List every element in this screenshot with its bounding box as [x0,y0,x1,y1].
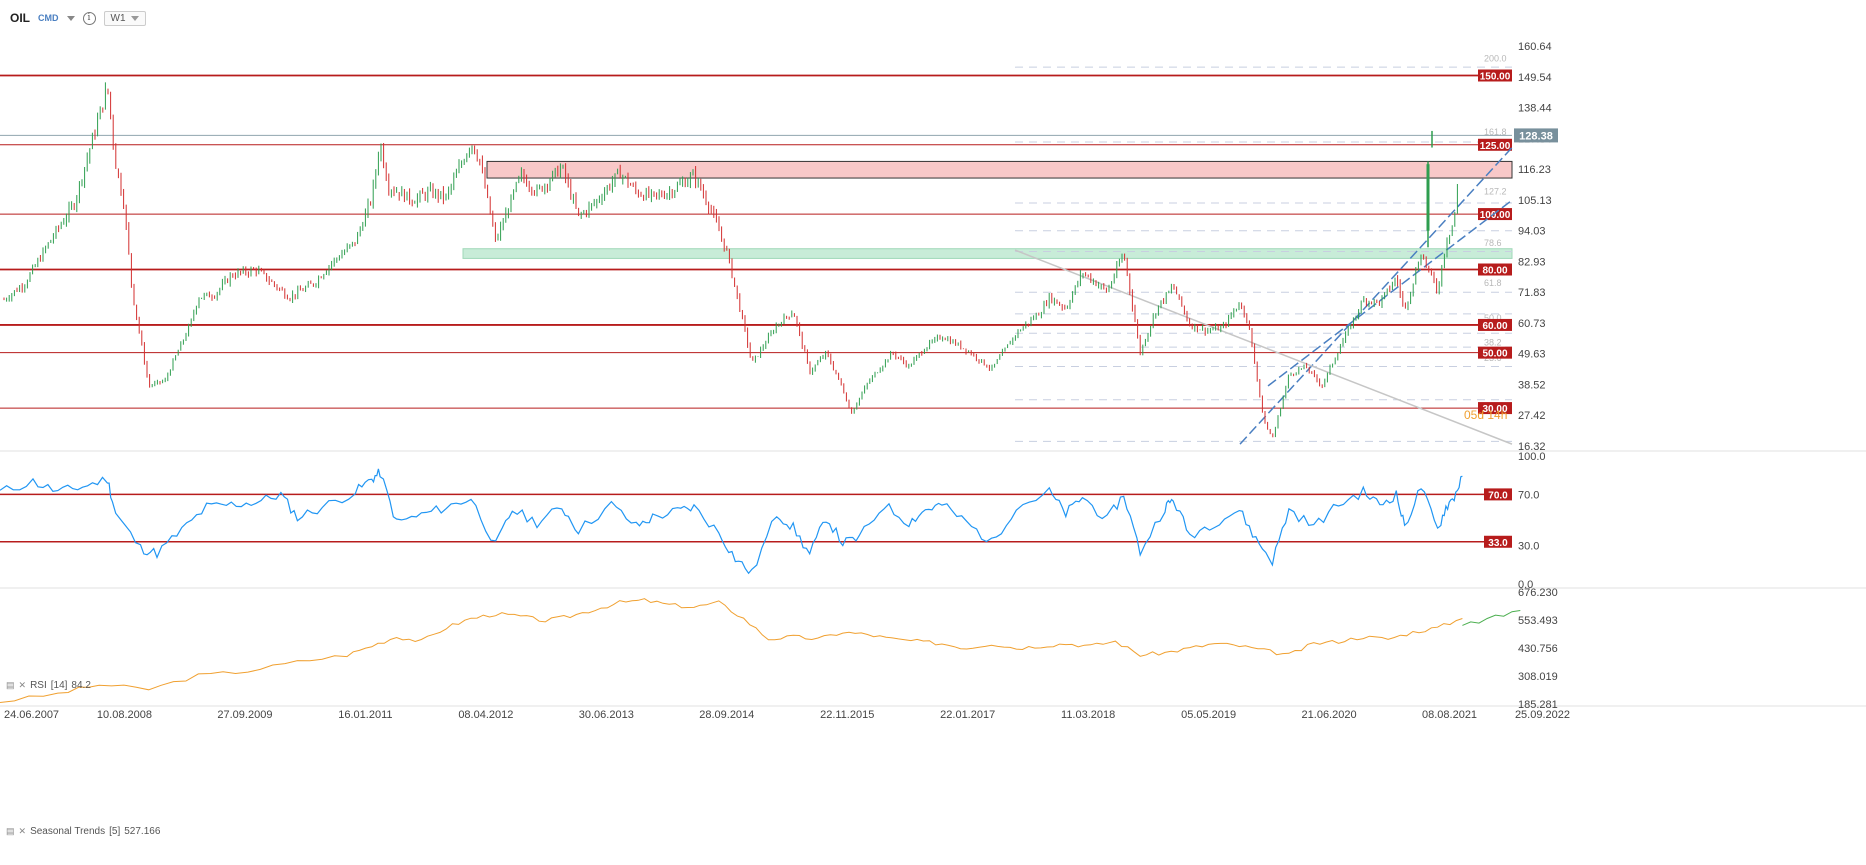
x-axis-tick: 10.08.2008 [97,709,152,721]
price-axis-tick: 71.83 [1518,287,1546,299]
chart-toolbar: OIL CMD i W1 [10,8,146,28]
fib-level-label: 161.8 [1484,127,1507,137]
channel-upper-line [1239,147,1513,445]
seasonal-legend-name: Seasonal Trends [30,826,106,837]
price-level-label: 100.00 [1480,210,1511,221]
x-axis-tick: 22.01.2017 [940,709,995,721]
price-axis-tick: 16.32 [1518,441,1546,453]
last-price-tag [1514,128,1558,143]
fib-level-label: 61.8 [1484,278,1502,288]
price-axis-tick: 49.63 [1518,349,1546,361]
indicator-close-icon[interactable]: ✕ [18,680,27,690]
support-zone [462,248,1513,259]
x-axis-tick: 11.03.2018 [1061,709,1115,721]
x-axis-tick: 05.05.2019 [1181,709,1236,721]
seasonal-trend-line [0,598,1463,703]
rsi-axis-tick: 0.0 [1518,579,1533,591]
price-level-label: 150.00 [1480,71,1511,82]
rsi-level-tag [1484,535,1512,548]
price-axis-tick: 27.42 [1518,410,1546,422]
timeframe-label: W1 [110,12,126,24]
price-axis-tick: 138.44 [1518,103,1552,115]
price-level-tag [1478,138,1512,151]
price-level-label: 80.00 [1482,266,1507,277]
x-axis-tick: 30.06.2013 [579,709,634,721]
fib-level-label: 50.0 [1484,313,1502,323]
x-axis-tick: 28.09.2014 [699,709,754,721]
price-level-label: 50.00 [1482,349,1507,360]
seasonal-axis-tick: 185.281 [1518,699,1558,711]
timeframe-select[interactable]: W1 [103,10,146,26]
indicator-close-icon[interactable]: ✕ [18,826,27,836]
price-level-label: 125.00 [1480,141,1511,152]
price-level-tag [1478,318,1512,331]
x-axis-tick: 16.01.2011 [338,709,392,721]
symbol-label[interactable]: OIL [10,11,30,25]
seasonal-axis-tick: 430.756 [1518,643,1558,655]
price-axis-tick: 160.64 [1518,41,1552,53]
last-price-label: 128.38 [1519,130,1553,142]
rsi-axis-tick: 100.0 [1518,451,1546,463]
rsi-line [0,468,1463,575]
seasonal-forecast-line [1462,610,1521,626]
seasonal-legend-params: [5] [109,826,121,837]
price-axis-tick: 94.03 [1518,226,1546,238]
price-axis-tick: 149.54 [1518,72,1552,84]
chevron-down-icon [130,15,139,21]
price-level-tag [1478,346,1512,359]
x-axis-tick: 25.09.2022 [1515,709,1570,721]
price-level-tag [1478,263,1512,276]
price-axis-tick: 38.52 [1518,379,1546,391]
x-axis-tick: 22.11.2015 [820,709,874,721]
rsi-level-label: 70.0 [1488,490,1508,501]
rsi-axis-tick: 30.0 [1518,541,1539,553]
price-level-label: 30.00 [1482,404,1507,415]
symbol-dropdown-icon[interactable] [66,15,75,21]
seasonal-axis-tick: 676.230 [1518,587,1558,599]
rsi-legend-name: RSI [30,680,47,691]
x-axis-tick: 21.06.2020 [1302,709,1357,721]
indicator-settings-icon[interactable]: ▤ [6,680,15,690]
indicator-settings-icon[interactable]: ▤ [6,826,15,836]
seasonal-legend: ▤ ✕ Seasonal Trends [5] 527.166 [6,826,160,837]
seasonal-axis-tick: 553.493 [1518,615,1558,627]
price-axis-tick: 82.93 [1518,256,1546,268]
fib-level-label: 127.2 [1484,187,1507,197]
x-axis-tick: 27.09.2009 [217,709,272,721]
bar-countdown: 05d 14h [1464,408,1507,422]
resistance-zone [486,160,1513,179]
rsi-level-tag [1484,488,1512,501]
instrument-class-label: CMD [38,13,59,23]
seasonal-legend-value: 527.166 [124,826,161,837]
fib-level-label: 200.0 [1484,54,1507,64]
channel-lower-line [1267,199,1513,387]
price-axis-tick: 105.13 [1518,195,1552,207]
rsi-level-label: 33.0 [1488,538,1508,549]
x-axis-tick: 08.04.2012 [458,709,513,721]
price-level-label: 60.00 [1482,321,1507,332]
price-candle [1426,164,1430,231]
rsi-legend-params: [14] [50,680,68,691]
price-level-tag [1478,69,1512,82]
seasonal-axis-tick: 308.019 [1518,671,1558,683]
x-axis-tick: 24.06.2007 [4,709,59,721]
price-axis-tick: 116.23 [1518,164,1551,176]
fib-level-label: 78.6 [1484,238,1502,248]
rsi-legend: ▤ ✕ RSI [14] 84.2 [6,680,91,691]
fib-level-label: 38.2 [1484,338,1502,348]
price-axis-tick: 60.73 [1518,318,1546,330]
rsi-legend-value: 84.2 [71,680,91,691]
info-icon[interactable]: i [82,11,96,25]
price-level-tag [1478,402,1512,415]
rsi-axis-tick: 70.0 [1518,489,1539,501]
x-axis-tick: 08.08.2021 [1422,709,1477,721]
downtrend-line [1014,249,1513,445]
